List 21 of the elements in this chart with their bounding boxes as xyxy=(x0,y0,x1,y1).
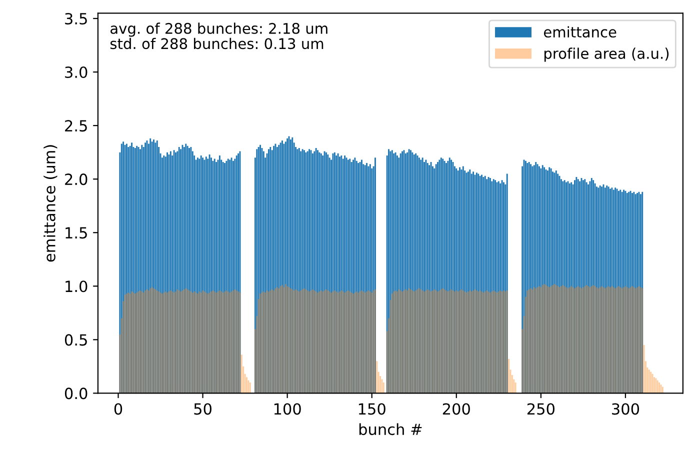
y-axis-title: emittance (um) xyxy=(44,145,58,262)
y-tick-label: 2.0 xyxy=(65,174,88,186)
annotation: std. of 288 bunches: 0.13 um xyxy=(110,38,324,50)
x-tick-label: 100 xyxy=(274,403,301,415)
y-tick-label: 3.0 xyxy=(65,66,88,78)
y-tick-label: 1.0 xyxy=(66,280,88,292)
y-tick-label: 0.0 xyxy=(64,388,88,400)
x-tick-label: 50 xyxy=(194,403,212,415)
x-tick-label: 0 xyxy=(114,403,122,415)
y-tick-label: 0.5 xyxy=(64,334,87,346)
x-tick-label: 300 xyxy=(612,403,640,415)
x-tick-label: 150 xyxy=(358,403,386,415)
y-tick-label: 1.5 xyxy=(66,227,87,239)
legend-label: emittance xyxy=(544,26,616,38)
legend-label: profile area (a.u.) xyxy=(544,48,669,62)
y-tick-label: 2.5 xyxy=(65,120,87,132)
x-tick-label: 250 xyxy=(527,403,554,415)
annotation: avg. of 288 bunches: 2.18 um xyxy=(110,22,328,37)
x-tick-label: 200 xyxy=(442,403,470,415)
y-tick-label: 3.5 xyxy=(65,12,87,25)
x-axis-title: bunch # xyxy=(359,423,422,436)
